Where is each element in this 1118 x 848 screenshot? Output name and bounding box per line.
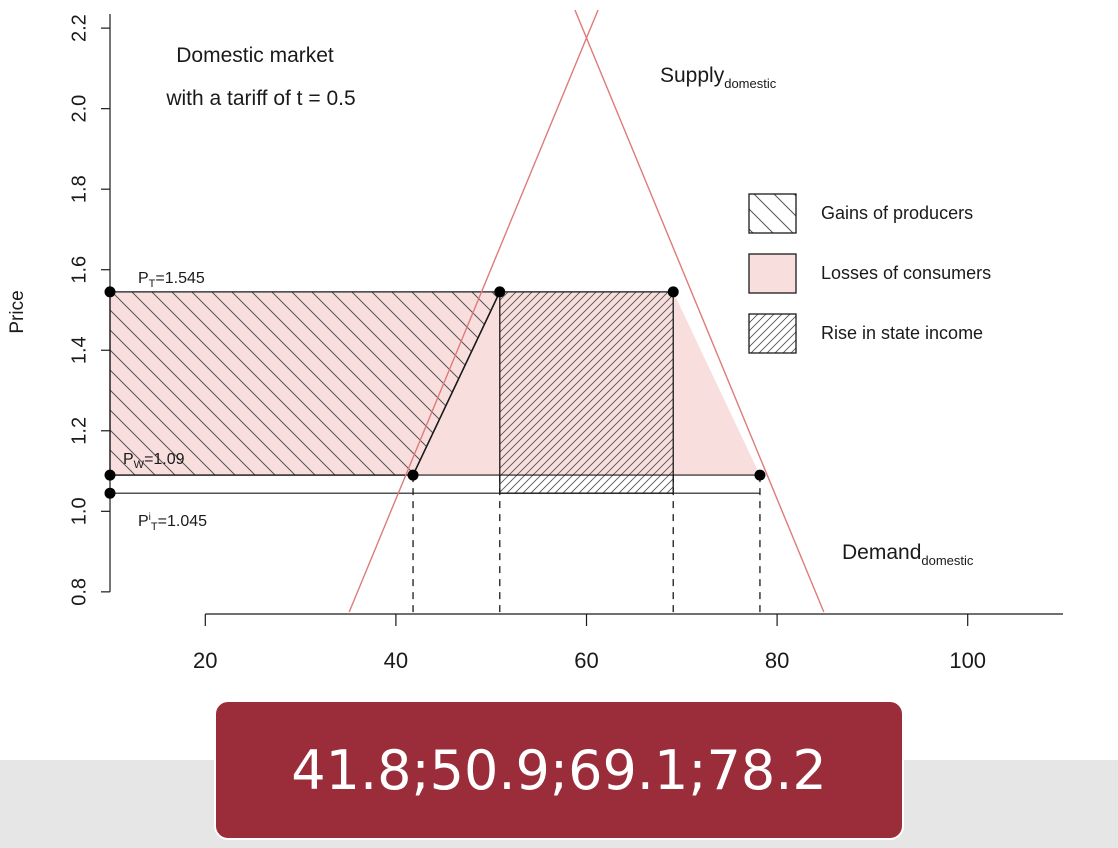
x-tick-label: 80	[765, 648, 789, 673]
data-point	[667, 286, 679, 298]
y-tick-label: 1.8	[68, 175, 90, 203]
x-tick-label: 60	[574, 648, 598, 673]
y-tick-label: 1.2	[68, 417, 90, 445]
price-label-letter: P	[138, 270, 149, 287]
price-label-value: =1.09	[144, 451, 185, 468]
y-tick-label: 2.2	[68, 14, 90, 42]
data-point	[104, 469, 116, 481]
supply-label: Supplydomestic	[660, 64, 777, 91]
price-label-2: PW=1.09	[123, 451, 185, 471]
supply-label-sub: domestic	[724, 76, 777, 91]
state-income-area	[499, 291, 674, 494]
y-axis-label: Price	[7, 290, 28, 333]
legend-swatch	[748, 193, 797, 234]
y-tick-label: 2.0	[68, 95, 90, 123]
data-point	[754, 469, 766, 481]
title-line-1: Domestic market	[176, 44, 334, 67]
x-tick-label: 100	[949, 648, 986, 673]
legend-label: Rise in state income	[821, 323, 983, 343]
price-label-1: PT=1.545	[138, 270, 205, 290]
data-point	[407, 469, 419, 481]
data-point	[104, 487, 116, 499]
data-point	[494, 286, 506, 298]
price-label-3: PiT=1.045	[138, 512, 207, 533]
price-label-value: =1.545	[155, 270, 204, 287]
supply-label-text: Supply	[660, 64, 725, 87]
answer-text: 41.8;50.9;69.1;78.2	[291, 738, 827, 802]
legend-label: Losses of consumers	[821, 263, 991, 283]
demand-label: Demanddomestic	[842, 541, 974, 568]
demand-curve	[574, 10, 825, 613]
legend-swatch	[748, 253, 797, 294]
x-tick-label: 20	[193, 648, 217, 673]
y-tick-label: 0.8	[68, 578, 90, 606]
legend-swatch	[748, 313, 797, 354]
y-tick-label: 1.4	[68, 336, 90, 364]
price-label-sub: T	[149, 278, 156, 290]
x-tick-label: 40	[384, 648, 408, 673]
y-tick-label: 1.0	[68, 497, 90, 525]
answer-box: 41.8;50.9;69.1;78.2	[214, 700, 904, 840]
price-label-sub: T	[151, 521, 158, 533]
price-label-sup: i	[149, 512, 151, 523]
title-line-2: with a tariff of t = 0.5	[165, 87, 355, 110]
price-label-letter: P	[123, 451, 134, 468]
legend-label: Gains of producers	[821, 203, 973, 223]
price-label-sub: W	[134, 459, 145, 471]
price-label-value: =1.045	[158, 513, 207, 530]
demand-label-sub: domestic	[921, 553, 974, 568]
y-tick-label: 1.6	[68, 256, 90, 284]
data-point	[104, 286, 116, 298]
supply-segment	[412, 291, 501, 476]
demand-label-text: Demand	[842, 541, 921, 564]
price-label-letter: P	[138, 513, 149, 530]
supply-curve	[348, 10, 599, 613]
